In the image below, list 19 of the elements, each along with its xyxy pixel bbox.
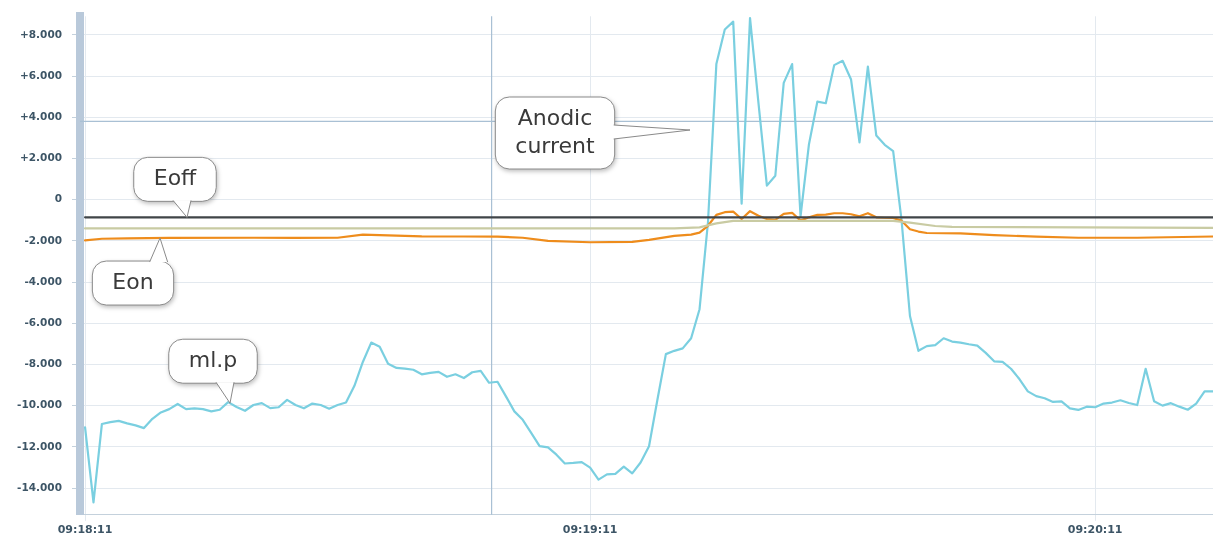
y-tick-label: -12.000	[17, 439, 62, 452]
y-tick-label: -10.000	[17, 398, 62, 411]
x-tick-label: 09:20:11	[1067, 523, 1123, 537]
y-tick-label: -2.000	[24, 233, 62, 246]
annotation: Anodic current	[515, 104, 596, 158]
y-tick-label: +4.000	[19, 109, 62, 122]
y-tick-label: -8.000	[24, 357, 62, 370]
y-tick-label: -14.000	[17, 480, 62, 493]
y-tick-label: -4.000	[24, 274, 62, 287]
y-tick-label: +6.000	[19, 68, 62, 81]
y-tick-label: -6.000	[24, 315, 62, 328]
y-tick-label: +8.000	[19, 27, 62, 40]
x-tick-label: 09:19:11	[562, 523, 618, 537]
series-label: Eon	[112, 268, 154, 294]
y-tick-label: 0	[54, 192, 62, 205]
x-tick-label: 09:18:11	[57, 523, 113, 537]
y-tick-label: +2.000	[19, 151, 62, 164]
series-label: Eoff	[153, 165, 198, 191]
series-label: ml.p	[188, 346, 238, 372]
